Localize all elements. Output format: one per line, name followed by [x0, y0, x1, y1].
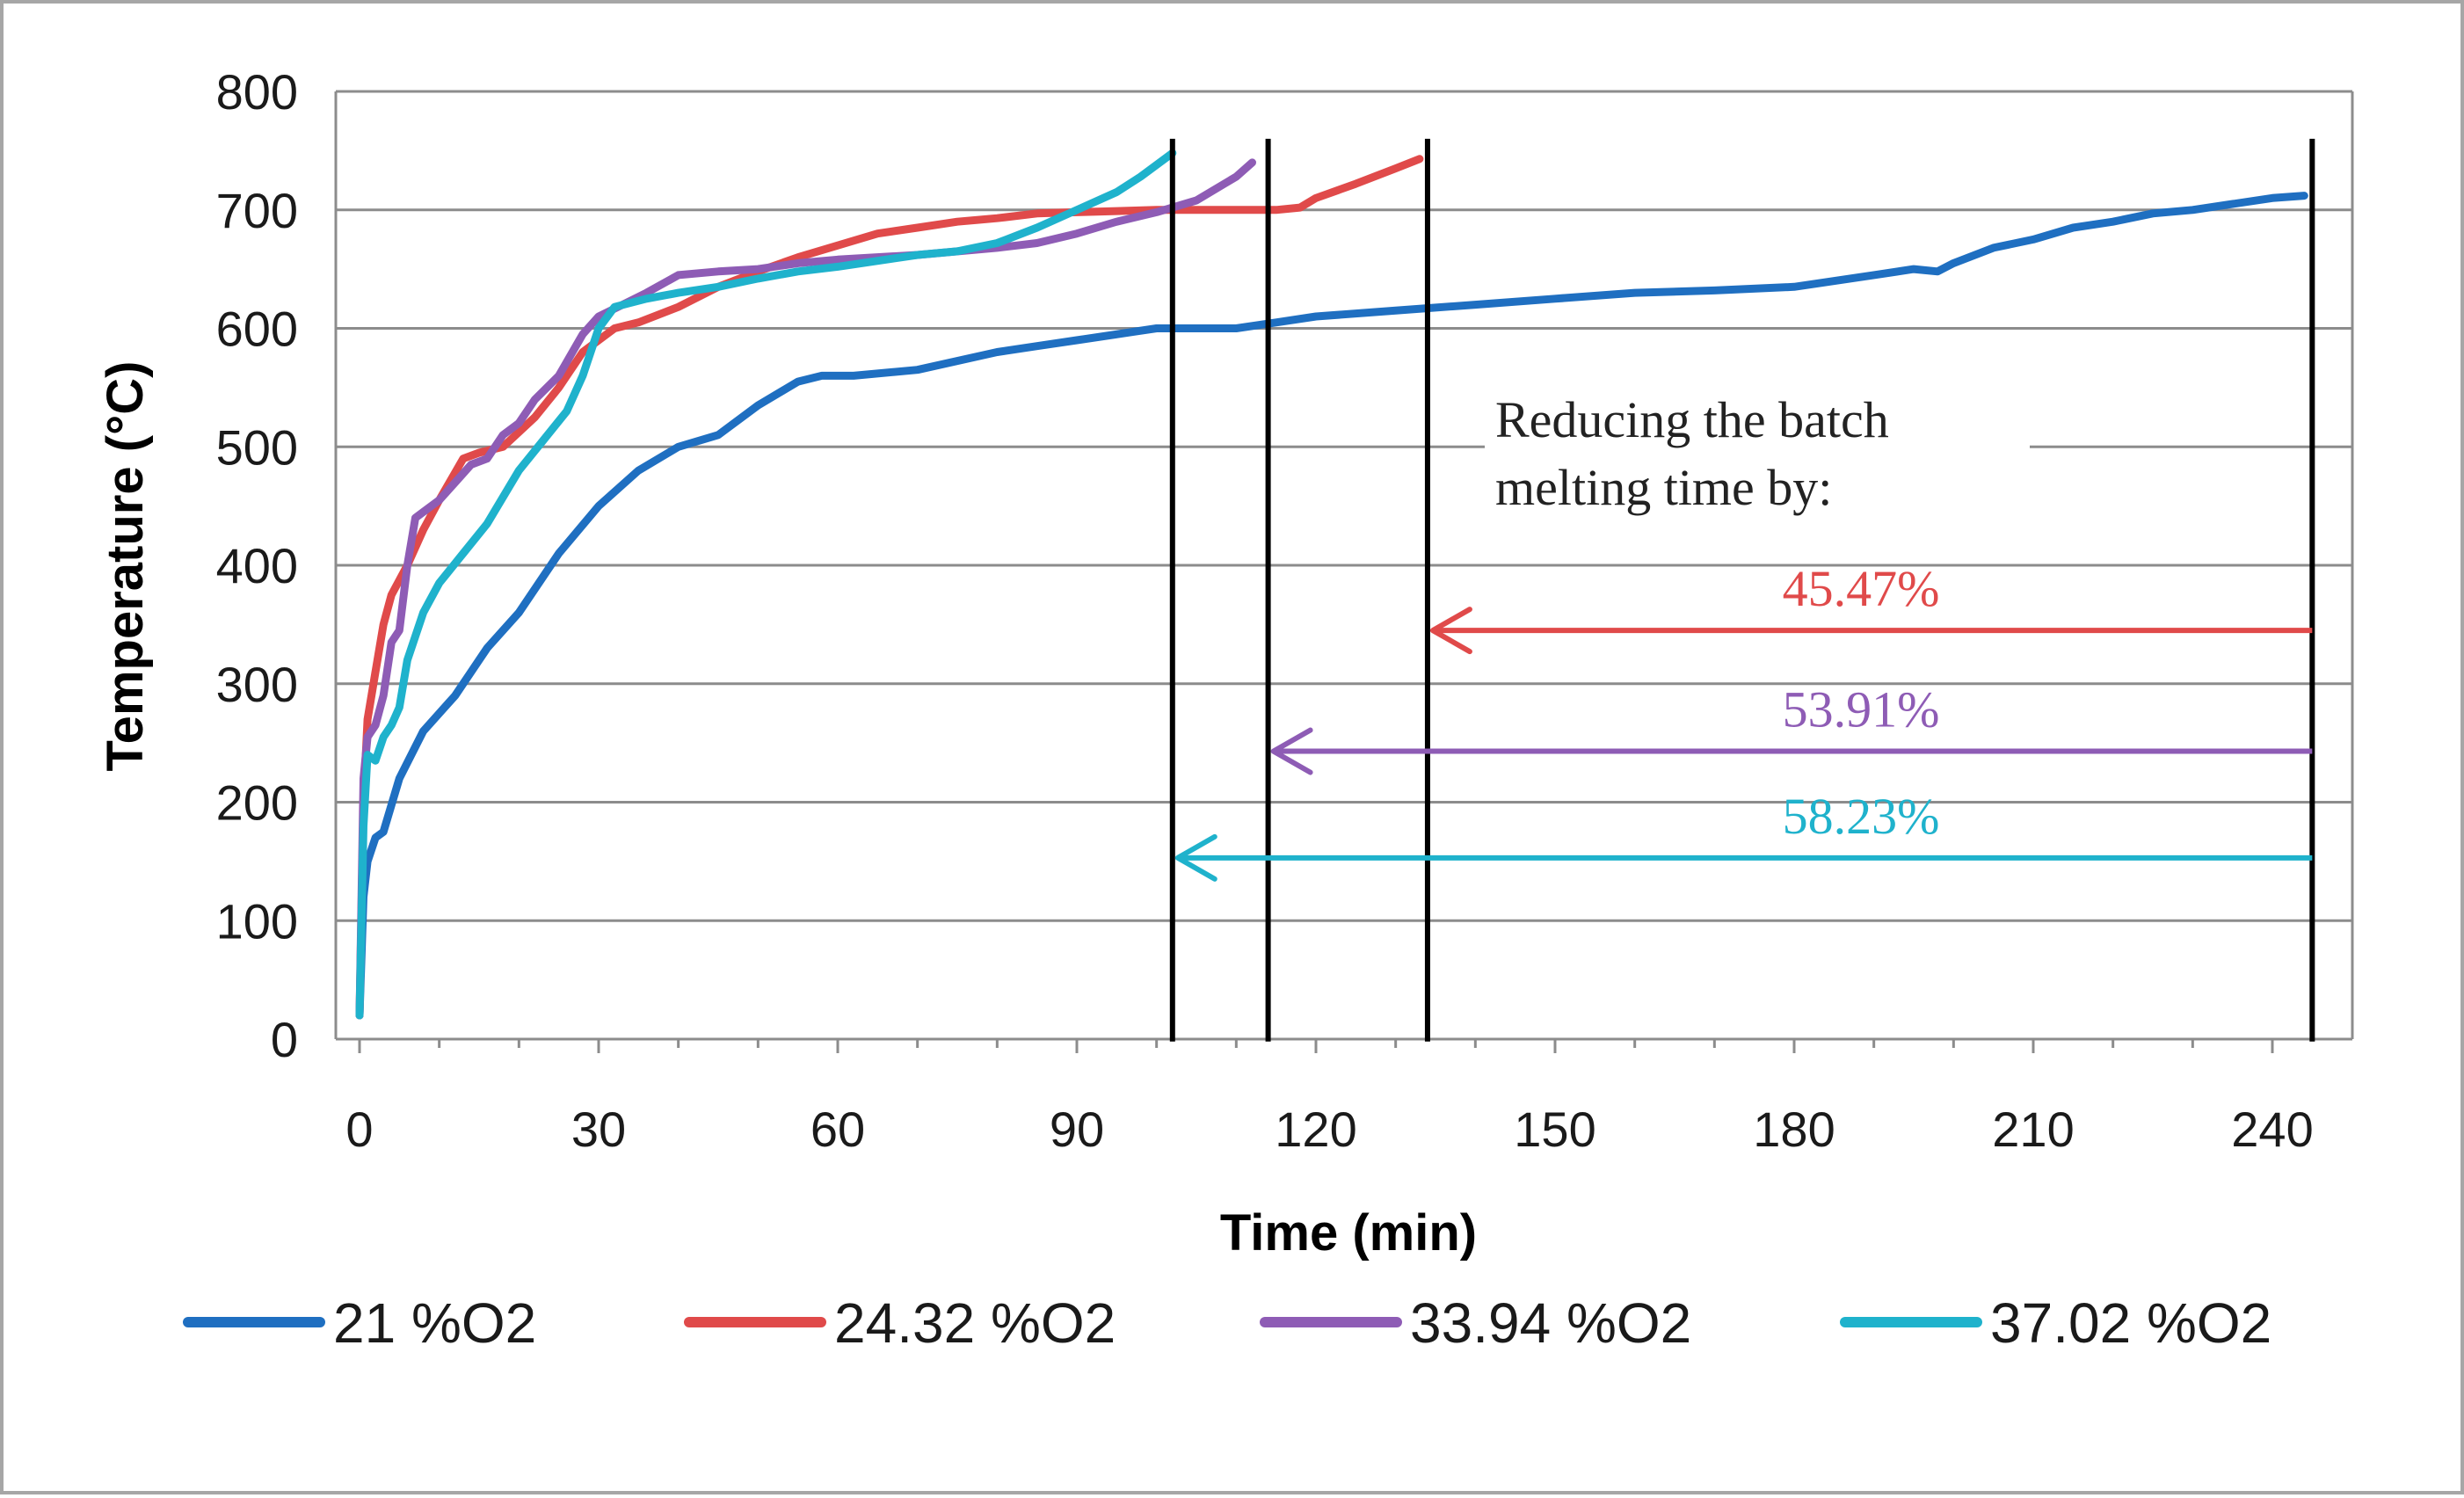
y-tick-label-0: 0: [271, 1012, 298, 1067]
x-axis-title: Time (min): [1220, 1204, 1477, 1262]
x-tick-label-210: 210: [1992, 1102, 2074, 1157]
x-tick-label-180: 180: [1753, 1102, 1835, 1157]
reduction-arrow-head-3: [1174, 833, 1217, 882]
reduction-label-1: 45.47%: [1783, 560, 1940, 617]
y-tick-label-400: 400: [216, 538, 298, 593]
x-tick-label-150: 150: [1514, 1102, 1595, 1157]
marker-layer: [1169, 138, 2315, 1042]
x-tick-label-240: 240: [2231, 1102, 2313, 1157]
axes-layer: 0 100 200 300 400 500 600 700 800 0 30 60 90 120 150 18…: [216, 64, 2354, 1157]
arrow-layer: 45.47% 53.91% 58.23%: [1174, 560, 2313, 882]
series-layer: [355, 149, 2308, 1020]
annotation-box: [1485, 380, 2030, 545]
x-tick-label-0: 0: [345, 1102, 373, 1157]
legend: 21 %O2 24.32 %O2 33.94 %O2 37.02 %O2: [183, 1291, 2271, 1355]
y-tick-label-700: 700: [216, 183, 298, 238]
x-tick-label-90: 90: [1050, 1102, 1104, 1157]
y-axis-title: Temperature (°C): [97, 361, 154, 772]
series-line-2: [355, 155, 1424, 1020]
reduction-arrow-head-1: [1429, 607, 1472, 655]
legend-label-2: 24.32 %O2: [834, 1291, 1116, 1355]
y-tick-label-500: 500: [216, 419, 298, 475]
grid-layer: [336, 90, 2352, 922]
x-tick-label-120: 120: [1275, 1102, 1356, 1157]
reduction-label-3: 58.23%: [1783, 788, 1940, 845]
legend-label-1: 21 %O2: [333, 1291, 536, 1355]
y-tick-label-100: 100: [216, 893, 298, 949]
y-tick-label-800: 800: [216, 64, 298, 120]
x-tick-label-30: 30: [571, 1102, 626, 1157]
annotation-line-2: melting time by:: [1495, 459, 1832, 516]
y-tick-label-600: 600: [216, 302, 298, 357]
y-tick-label-300: 300: [216, 657, 298, 712]
series-line-1: [355, 192, 2308, 1020]
series-line-4: [355, 149, 1177, 1020]
line-chart: 0 100 200 300 400 500 600 700 800 0 30 60 90 120 150 18…: [97, 64, 2354, 1355]
series-line-3: [355, 158, 1256, 1020]
y-tick-label-200: 200: [216, 775, 298, 831]
annotation-line-1: Reducing the batch: [1495, 391, 1889, 448]
reduction-label-2: 53.91%: [1783, 681, 1940, 738]
legend-label-3: 33.94 %O2: [1410, 1291, 1691, 1355]
reduction-arrow-head-2: [1270, 727, 1313, 775]
x-tick-label-60: 60: [810, 1102, 865, 1157]
legend-label-4: 37.02 %O2: [1990, 1291, 2271, 1355]
